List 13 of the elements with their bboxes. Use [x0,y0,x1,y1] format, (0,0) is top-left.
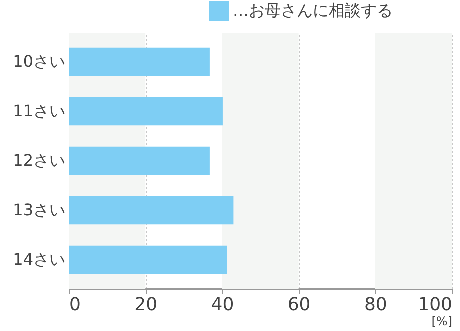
y-tick-label: 12さい [13,151,66,170]
y-tick-label: 10さい [13,52,66,71]
x-axis-title: [%] [432,314,452,328]
x-tick-label: 20 [134,294,158,316]
x-tick-label: 60 [288,294,311,316]
x-tick-label: 80 [364,294,388,316]
x-tick-label: 100 [418,294,452,316]
legend-label: …お母さんに相談する [233,1,393,20]
y-tick-label: 13さい [13,200,66,220]
y-tick-label: 11さい [13,101,66,120]
x-tick-label: 0 [70,294,81,316]
x-tick-label: 40 [211,294,234,316]
y-tick-label: 14さい [13,250,66,270]
